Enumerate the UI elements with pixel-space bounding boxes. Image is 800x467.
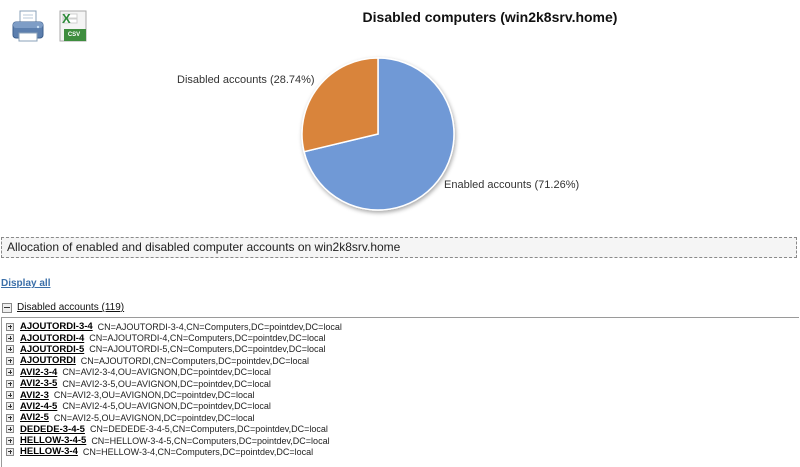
list-item[interactable]: HELLOW-3-4 CN=HELLOW-3-4,CN=Computers,DC=… — [2, 446, 799, 457]
computer-name-link[interactable]: HELLOW-3-4-5 — [20, 435, 87, 447]
distinguished-name: CN=AVI2-3-4,OU=AVIGNON,DC=pointdev,DC=lo… — [62, 367, 271, 378]
toolbar: X — [10, 8, 92, 44]
csv-export-icon: X — [59, 10, 87, 42]
print-button[interactable] — [10, 8, 46, 44]
expand-icon[interactable] — [6, 436, 14, 445]
computer-name-link[interactable]: AVI2-3-5 — [20, 378, 58, 390]
list-item[interactable]: AVI2-3 CN=AVI2-3,OU=AVIGNON,DC=pointdev,D… — [2, 389, 799, 401]
distinguished-name: CN=AJOUTORDI-4,CN=Computers,DC=pointdev,… — [89, 333, 326, 344]
svg-text:X: X — [62, 11, 71, 26]
expand-icon[interactable] — [6, 368, 14, 377]
distinguished-name: CN=AJOUTORDI-5,CN=Computers,DC=pointdev,… — [89, 344, 326, 355]
distinguished-name: CN=HELLOW-3-4,CN=Computers,DC=pointdev,D… — [82, 446, 314, 457]
list-item[interactable]: AVI2-3-5 CN=AVI2-3-5,OU=AVIGNON,DC=pointd… — [2, 378, 799, 389]
distinguished-name: CN=AVI2-4-5,OU=AVIGNON,DC=pointdev,DC=lo… — [62, 401, 271, 412]
page-title: Disabled computers (win2k8srv.home) — [362, 9, 618, 25]
computer-name-link[interactable]: AVI2-4-5 — [20, 400, 58, 412]
expand-icon[interactable] — [6, 345, 14, 354]
printer-icon — [12, 10, 44, 42]
computer-name-link[interactable]: AJOUTORDI-5 — [20, 343, 85, 355]
computer-name-link[interactable]: AVI2-5 — [20, 412, 49, 424]
list-item[interactable]: AJOUTORDI-5 CN=AJOUTORDI-5,CN=Computers,D… — [2, 344, 799, 355]
expand-icon[interactable] — [6, 379, 14, 388]
disabled-accounts-list: AJOUTORDI-3-4 CN=AJOUTORDI-3-4,CN=Compute… — [1, 317, 799, 467]
expand-icon[interactable] — [6, 322, 14, 331]
list-item[interactable]: AVI2-4-5 CN=AVI2-4-5,OU=AVIGNON,DC=pointd… — [2, 401, 799, 412]
chart-caption-text: Allocation of enabled and disabled compu… — [7, 240, 401, 254]
collapse-icon[interactable] — [2, 302, 12, 313]
pie-slice-enabled — [303, 57, 455, 211]
slice-label-disabled: Disabled accounts (28.74%) — [177, 74, 315, 86]
distinguished-name: CN=AVI2-5,OU=AVIGNON,DC=pointdev,DC=loca… — [53, 412, 255, 423]
computer-name-link[interactable]: DEDEDE-3-4-5 — [20, 423, 85, 435]
group-label[interactable]: Disabled accounts (119) — [17, 302, 125, 313]
expand-icon[interactable] — [6, 413, 14, 422]
expand-icon[interactable] — [6, 356, 14, 365]
expand-icon[interactable] — [6, 447, 14, 456]
computer-name-link[interactable]: AJOUTORDI — [20, 355, 76, 367]
distinguished-name: CN=AJOUTORDI-3-4,CN=Computers,DC=pointde… — [97, 321, 342, 332]
list-item[interactable]: AVI2-5 CN=AVI2-5,OU=AVIGNON,DC=pointdev,D… — [2, 412, 799, 423]
computer-name-link[interactable]: AVI2-3 — [20, 389, 49, 401]
list-item[interactable]: AVI2-3-4 CN=AVI2-3-4,OU=AVIGNON,DC=pointd… — [2, 367, 799, 378]
computer-name-link[interactable]: AVI2-3-4 — [20, 366, 58, 378]
computer-name-link[interactable]: HELLOW-3-4 — [20, 446, 78, 458]
distinguished-name: CN=DEDEDE-3-4-5,CN=Computers,DC=pointdev… — [89, 424, 328, 435]
expand-icon[interactable] — [6, 425, 14, 434]
distinguished-name: CN=AJOUTORDI,CN=Computers,DC=pointdev,DC… — [80, 355, 310, 366]
chart-caption: Allocation of enabled and disabled compu… — [1, 237, 797, 258]
pie-slice-disabled — [301, 57, 379, 153]
distinguished-name: CN=AVI2-3,OU=AVIGNON,DC=pointdev,DC=loca… — [53, 390, 255, 401]
computer-name-link[interactable]: AJOUTORDI-3-4 — [20, 321, 93, 333]
list-item[interactable]: AJOUTORDI-3-4 CN=AJOUTORDI-3-4,CN=Compute… — [2, 321, 799, 332]
expand-icon[interactable] — [6, 391, 14, 400]
list-item[interactable]: DEDEDE-3-4-5 CN=DEDEDE-3-4-5,CN=Computers… — [2, 424, 799, 435]
csv-export-button[interactable]: X — [56, 8, 92, 44]
distinguished-name: CN=HELLOW-3-4-5,CN=Computers,DC=pointdev… — [91, 435, 330, 446]
computer-name-link[interactable]: AJOUTORDI-4 — [20, 332, 85, 344]
display-all-link[interactable]: Display all — [1, 278, 51, 289]
expand-icon[interactable] — [6, 402, 14, 411]
slice-label-enabled: Enabled accounts (71.26%) — [444, 179, 579, 191]
pie-chart: Enabled accounts (71.26%) Disabled accou… — [177, 57, 579, 211]
group-header-disabled[interactable]: Disabled accounts (119) — [2, 302, 124, 313]
csv-label: CSV — [67, 32, 81, 38]
list-item[interactable]: AJOUTORDI-4 CN=AJOUTORDI-4,CN=Computers,D… — [2, 332, 799, 344]
expand-icon[interactable] — [6, 334, 14, 343]
distinguished-name: CN=AVI2-3-5,OU=AVIGNON,DC=pointdev,DC=lo… — [62, 378, 271, 389]
list-item[interactable]: AJOUTORDI CN=AJOUTORDI,CN=Computers,DC=po… — [2, 355, 799, 366]
list-item[interactable]: HELLOW-3-4-5 CN=HELLOW-3-4-5,CN=Computers… — [2, 435, 799, 446]
